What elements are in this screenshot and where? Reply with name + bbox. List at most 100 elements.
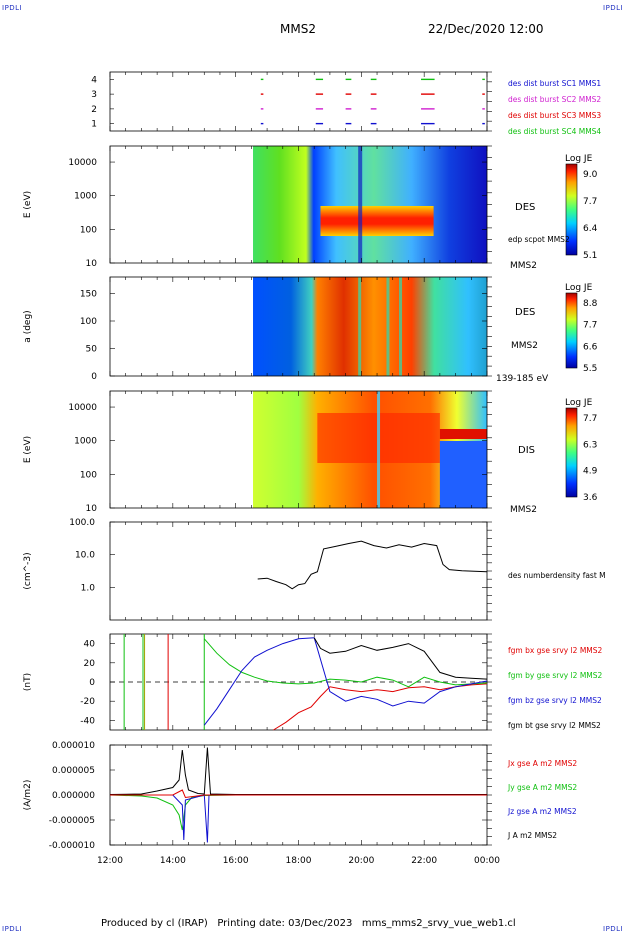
density-series-line — [257, 540, 488, 590]
des-energy-ytick-label: 10000 — [68, 158, 97, 168]
des-energy-colorbar-tick: 9.0 — [583, 170, 598, 180]
burst-ytick-label: 2 — [91, 105, 97, 115]
des-pitch-colorbar-tick: 7.7 — [583, 321, 597, 331]
current-ytick-label: -0.000010 — [49, 841, 95, 851]
current-series-line — [109, 794, 487, 831]
dis-energy-spacecraft: MMS2 — [510, 505, 537, 515]
fgm-series-line — [203, 638, 488, 688]
des-pitch-spacecraft: MMS2 — [511, 341, 538, 351]
corner-label-bottom-left: IPDLI — [2, 925, 23, 933]
des-pitch-colorbar — [565, 292, 578, 369]
des-energy-label: DES — [515, 202, 535, 213]
dis-energy-colorbar — [565, 407, 578, 498]
burst-legend-entry: des dist burst SC3 MMS3 — [508, 111, 601, 120]
burst-ytick-label: 1 — [91, 120, 97, 130]
des-energy-sublabel: edp scpot MMS2 — [508, 235, 570, 244]
current-legend-entry: Jz gse A m2 MMS2 — [507, 807, 577, 816]
time-axis-tick-label: 14:00 — [160, 856, 186, 866]
time-axis-tick-label: 16:00 — [223, 856, 249, 866]
dis-energy-ylabel: E (eV) — [23, 436, 33, 463]
burst-panel-frame — [109, 71, 488, 132]
des-energy-spectrogram — [110, 146, 487, 263]
dis-energy-ytick-label: 100 — [80, 470, 97, 480]
des-pitch-gap — [386, 277, 390, 376]
dis-energy-colorbar-tick: 6.3 — [583, 440, 597, 450]
dis-energy-ytick-label: 10000 — [68, 403, 97, 413]
des-pitch-ytick-label: 50 — [86, 345, 98, 355]
density-ytick-label: 10.0 — [75, 551, 95, 561]
fgm-legend-entry: fgm by gse srvy l2 MMS2 — [508, 671, 603, 680]
des-energy-colorbar — [565, 163, 578, 256]
fgm-ytick-label: 40 — [84, 640, 96, 650]
dis-energy-colorbar-tick: 3.6 — [583, 493, 598, 503]
dis-energy-ytick-label: 1000 — [74, 437, 97, 447]
density-ylabel: (cm^-3) — [23, 552, 33, 589]
fgm-ytick-label: 0 — [89, 678, 95, 688]
des-energy-ytick-label: 10 — [86, 259, 98, 269]
current-ytick-label: -0.000005 — [49, 816, 95, 826]
time-axis-tick-label: 20:00 — [348, 856, 374, 866]
current-legend-entry: Jx gse A m2 MMS2 — [507, 759, 577, 768]
fgm-legend-entry: fgm bz gse srvy l2 MMS2 — [508, 696, 602, 705]
fgm-ytick-label: 20 — [84, 659, 96, 669]
current-ytick-label: 0.000005 — [52, 766, 95, 776]
fgm-legend-entry: fgm bx gse srvy l2 MMS2 — [508, 646, 603, 655]
current-ytick-label: 0.000010 — [52, 741, 95, 751]
des-pitch-gap — [399, 277, 403, 376]
time-axis-tick-label: 00:00 — [474, 856, 500, 866]
des-pitch-colorbar-title: Log JE — [565, 283, 593, 293]
des-energy-spacecraft: MMS2 — [510, 261, 537, 271]
fgm-legend-entry: fgm bt gse srvy l2 MMS2 — [508, 721, 601, 730]
burst-legend-entry: des dist burst SC2 MMS2 — [508, 95, 601, 104]
dis-energy-band — [439, 429, 487, 439]
des-energy-ytick-label: 100 — [80, 225, 97, 235]
density-ytick-label: 100.0 — [69, 518, 95, 528]
dis-energy-ytick-label: 10 — [86, 504, 98, 514]
des-pitch-energy-range: 139-185 eV — [496, 374, 549, 384]
des-energy-ytick-label: 1000 — [74, 192, 97, 202]
current-legend-entry: J A m2 MMS2 — [507, 831, 557, 840]
des-pitch-colorbar-tick: 5.5 — [583, 364, 597, 374]
dis-energy-low — [439, 441, 487, 508]
current-ylabel: (A/m2) — [23, 780, 33, 811]
des-pitch-ytick-label: 150 — [80, 290, 97, 300]
burst-ytick-label: 4 — [91, 75, 97, 85]
burst-legend-entry: des dist burst SC1 MMS1 — [508, 79, 601, 88]
current-ytick-label: 0.000000 — [52, 791, 95, 801]
des-pitch-spectrogram — [110, 277, 487, 376]
des-pitch-colorbar-tick: 8.8 — [583, 299, 598, 309]
density-ytick-label: 1.0 — [81, 583, 96, 593]
corner-label-top-left: IPDLI — [2, 4, 23, 12]
current-series-line — [109, 747, 487, 795]
burst-legend-entry: des dist burst SC4 MMS4 — [508, 127, 601, 136]
des-energy-gap — [358, 146, 363, 263]
fgm-ytick-label: -20 — [80, 697, 95, 707]
burst-ytick-label: 3 — [91, 90, 97, 100]
des-energy-colorbar-tick: 6.4 — [583, 224, 598, 234]
fgm-ytick-label: -40 — [80, 716, 95, 726]
dis-energy-colorbar-tick: 7.7 — [583, 414, 597, 424]
des-energy-ylabel: E (eV) — [23, 191, 33, 218]
des-energy-colorbar-tick: 5.1 — [583, 251, 597, 261]
des-pitch-gap — [358, 277, 362, 376]
current-legend-entry: Jy gse A m2 MMS2 — [507, 783, 577, 792]
fgm-series-line — [313, 637, 488, 680]
des-energy-band — [320, 206, 434, 236]
des-energy-colorbar-tick: 7.7 — [583, 197, 597, 207]
current-series-line — [110, 789, 487, 799]
fgm-series-line — [203, 637, 488, 726]
fgm-series-line — [273, 683, 488, 731]
datetime-title: 22/Dec/2020 12:00 — [428, 22, 544, 36]
corner-label-top-right: IPDLI — [603, 4, 624, 12]
des-pitch-ytick-label: 100 — [80, 317, 97, 327]
des-pitch-ylabel: a (deg) — [23, 310, 33, 342]
des-pitch-ytick-label: 0 — [91, 372, 97, 382]
fgm-ylabel: (nT) — [23, 673, 33, 691]
corner-label-bottom-right: IPDLI — [603, 925, 624, 933]
des-pitch-colorbar-tick: 6.6 — [583, 342, 598, 352]
density-panel-frame — [109, 521, 488, 621]
footer-text: Produced by cl (IRAP) Printing date: 03/… — [101, 918, 516, 929]
des-pitch-label: DES — [515, 307, 535, 318]
dis-energy-gap — [377, 391, 381, 508]
